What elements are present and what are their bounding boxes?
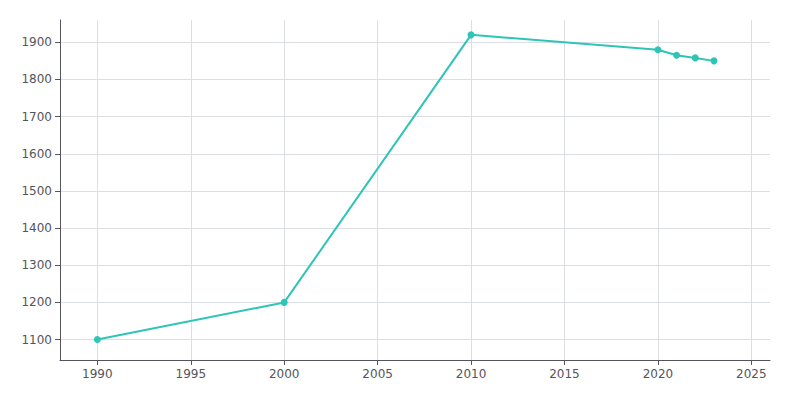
svg-text:2005: 2005: [362, 367, 393, 381]
svg-text:1300: 1300: [21, 258, 52, 272]
svg-text:2020: 2020: [643, 367, 674, 381]
svg-text:2010: 2010: [456, 367, 487, 381]
svg-text:1995: 1995: [176, 367, 207, 381]
svg-text:2015: 2015: [549, 367, 580, 381]
svg-text:2000: 2000: [269, 367, 300, 381]
svg-text:1990: 1990: [82, 367, 113, 381]
svg-text:1100: 1100: [21, 333, 52, 347]
svg-text:1500: 1500: [21, 184, 52, 198]
svg-text:1800: 1800: [21, 72, 52, 86]
svg-text:1700: 1700: [21, 110, 52, 124]
svg-text:1400: 1400: [21, 221, 52, 235]
svg-text:1200: 1200: [21, 295, 52, 309]
svg-text:1900: 1900: [21, 35, 52, 49]
svg-text:2025: 2025: [736, 367, 767, 381]
svg-text:1600: 1600: [21, 147, 52, 161]
